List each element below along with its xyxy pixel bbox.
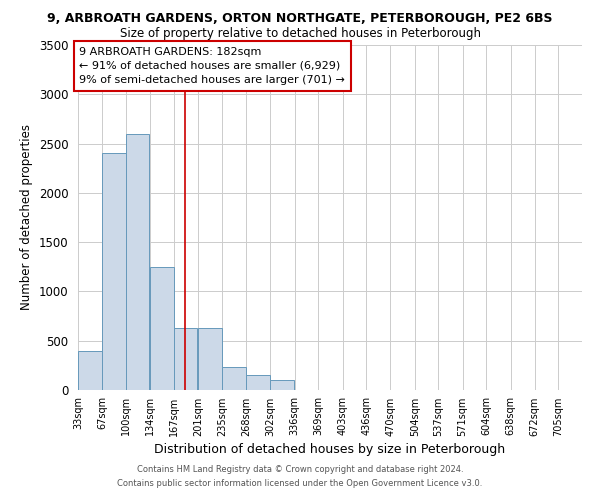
Bar [103,154,126,390]
Bar [126,134,149,390]
Text: 9 ARBROATH GARDENS: 182sqm
← 91% of detached houses are smaller (6,929)
9% of se: 9 ARBROATH GARDENS: 182sqm ← 91% of deta… [79,47,346,85]
Bar [246,375,269,390]
Bar [150,267,174,390]
Bar [271,380,294,390]
X-axis label: Distribution of detached houses by size in Peterborough: Distribution of detached houses by size … [154,442,506,456]
Bar [174,328,197,390]
Bar [223,368,246,390]
Bar [198,328,221,390]
Bar [78,350,101,390]
Text: Size of property relative to detached houses in Peterborough: Size of property relative to detached ho… [119,28,481,40]
Text: 9, ARBROATH GARDENS, ORTON NORTHGATE, PETERBOROUGH, PE2 6BS: 9, ARBROATH GARDENS, ORTON NORTHGATE, PE… [47,12,553,26]
Text: Contains HM Land Registry data © Crown copyright and database right 2024.
Contai: Contains HM Land Registry data © Crown c… [118,466,482,487]
Y-axis label: Number of detached properties: Number of detached properties [20,124,33,310]
